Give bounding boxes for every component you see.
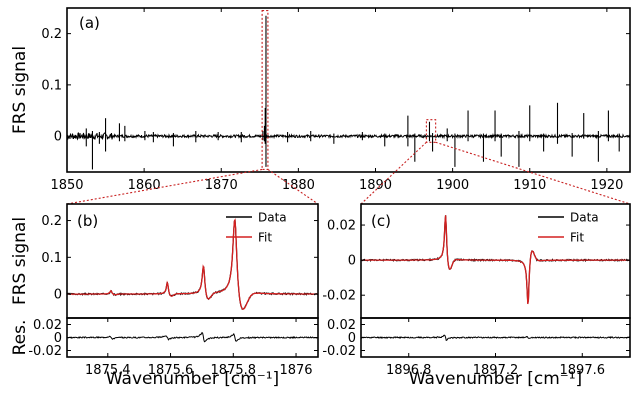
panel-a-xtick-label: 1860 [128, 178, 161, 193]
panel-a-ytick-label: 0 [54, 130, 62, 145]
zoom-connector-line [66, 168, 263, 205]
panel-c-res-ytick-label: 0.02 [327, 318, 356, 333]
panel-c-res-ytick-label: -0.02 [322, 344, 356, 359]
panel-a-xtick-label: 1880 [282, 178, 315, 193]
panel-b-xtick-label: 1875.6 [148, 363, 194, 378]
panel-a-ytick-label: 0.2 [41, 27, 62, 42]
panel-a: 0 0.1 0.2 1850 1860 1870 1880 1890 1900 1910 1920 (… [10, 7, 631, 193]
panel-c-xtick-label: 1897.2 [473, 363, 519, 378]
series-fit-line [67, 218, 318, 310]
zoom-connectors [66, 141, 631, 205]
zoom-connector-line [435, 141, 631, 205]
series-data-line [361, 215, 630, 304]
panel-b-res-ytick-label: 0 [54, 331, 62, 346]
panel-c-label: (c) [371, 212, 391, 230]
panel-a-xtick-label: 1920 [590, 178, 623, 193]
panel-c-ytick-label: -0.02 [322, 289, 356, 304]
zoom-box [261, 10, 269, 170]
panel-b-xlabel: Wavenumber [cm⁻¹] [106, 369, 279, 389]
zoom-box [425, 119, 437, 143]
panel-c-xtick-label: 1897.6 [560, 363, 606, 378]
legend-data-label: Data [570, 211, 599, 225]
panel-a-axes [66, 7, 631, 173]
panel-c-res-ytick-label: 0 [348, 331, 356, 346]
panel-c-xtick-label: 1896.8 [386, 363, 432, 378]
panel-a-xtick-label: 1850 [50, 178, 83, 193]
legend-fit-label: Fit [258, 231, 272, 245]
panel-b-xtick-label: 1875.8 [211, 363, 257, 378]
series-data-baseline [67, 132, 630, 141]
panel-c-ytick-label: 0 [348, 254, 356, 269]
panel-a-ylabel: FRS signal [10, 46, 30, 134]
series-fit-line [361, 215, 630, 305]
panel-c-ytick-label: 0.02 [327, 219, 356, 234]
panel-b-res-ylabel: Res. [10, 320, 30, 356]
panel-a-xtick-label: 1890 [359, 178, 392, 193]
residual-line [66, 331, 318, 343]
panel-b-xtick-label: 1876 [279, 363, 312, 378]
panel-a-xtick-label: 1870 [205, 178, 238, 193]
series-data-line [67, 219, 318, 310]
panel-b-ytick-label: 0.1 [41, 251, 62, 266]
legend-data-label: Data [258, 211, 287, 225]
panel-a-xtick-label: 1900 [436, 178, 469, 193]
panel-b-res-ytick-label: -0.02 [28, 344, 62, 359]
panel-a-label: (a) [79, 14, 100, 32]
panel-b-res-ytick-label: 0.02 [33, 318, 62, 333]
panel-a-xtick-label: 1910 [513, 178, 546, 193]
panel-b-label: (b) [77, 212, 98, 230]
panel-b-ytick-label: 0.2 [41, 214, 62, 229]
legend-fit-label: Fit [570, 231, 584, 245]
zoom-connector-line [360, 141, 427, 205]
panel-b-ytick-label: 0 [54, 288, 62, 303]
panel-a-ytick-label: 0.1 [41, 78, 62, 93]
panel-b-ylabel: FRS signal [10, 217, 30, 305]
panel-b-xtick-label: 1875.4 [85, 363, 131, 378]
residual-line [360, 334, 631, 342]
panel-c-xlabel: Wavenumber [cm⁻¹] [409, 369, 582, 389]
